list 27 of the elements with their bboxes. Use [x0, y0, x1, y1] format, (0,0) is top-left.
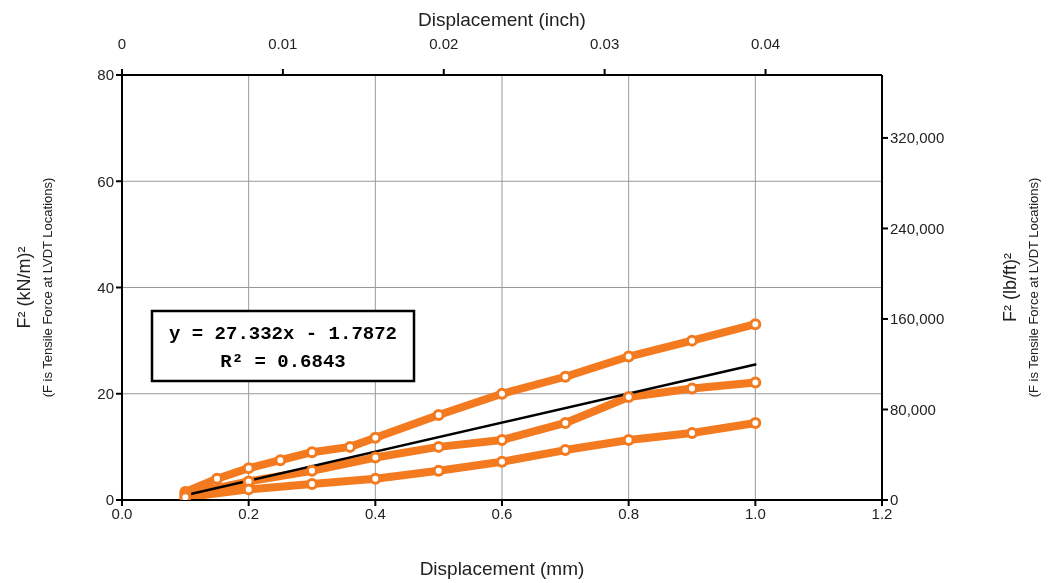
x-tick-label: 1.2: [871, 504, 893, 522]
y2-tick-label: 0: [890, 491, 899, 509]
x2-tick-label: 0: [117, 35, 127, 52]
x2-tick-label: 0.04: [750, 35, 781, 52]
x2-axis-title: Displacement (inch): [418, 9, 586, 30]
x-tick-label: 0.8: [618, 504, 640, 522]
x-axis-title: Displacement (mm): [419, 558, 585, 579]
annotation: y = 27.332x - 1.7872 R² = 0.6843: [168, 323, 398, 373]
y-axis-title: F² (kN/m)² (F is Tensile Force at LVDT Locations): [14, 177, 55, 398]
y-tick-label: 80: [97, 66, 114, 84]
y-tick-label: 0: [105, 491, 114, 509]
x-tick-label: 0.6: [491, 504, 513, 522]
y2-tick-label: 240,000: [890, 219, 945, 237]
y-tick-label: 20: [97, 385, 114, 403]
y2-axis-title: F² (lb/ft)² (F is Tensile Force at LVDT Locations): [1000, 177, 1041, 398]
x-tick-label: 1.0: [744, 504, 766, 522]
x-tick-label: 0.4: [364, 504, 386, 522]
y2-tick-label: 80,000: [890, 400, 936, 418]
x2-tick-label: 0.01: [268, 35, 298, 52]
x2-tick-label: 0.02: [429, 35, 459, 52]
y-tick-label: 60: [97, 172, 114, 190]
x-tick-label: 0.0: [111, 504, 133, 522]
x2-tick-label: 0.03: [590, 35, 620, 52]
y-tick-label: 40: [97, 278, 114, 296]
y2-tick-label: 160,000: [890, 310, 945, 328]
y2-tick-label: 320,000: [890, 129, 945, 147]
x-tick-label: 0.2: [238, 504, 260, 522]
